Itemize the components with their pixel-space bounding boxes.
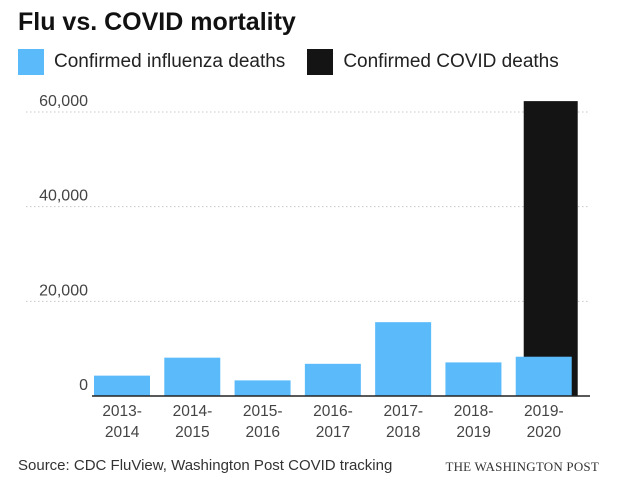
- bar-influenza-2014-2015: [164, 357, 221, 396]
- bar-influenza-2017-2018: [375, 322, 432, 396]
- x-tick-label: 2017-2018: [383, 403, 423, 441]
- legend: Confirmed influenza deaths Confirmed COV…: [18, 48, 581, 76]
- x-tick-label: 2018-2019: [454, 403, 494, 441]
- legend-item-covid: Confirmed COVID deaths: [307, 49, 559, 75]
- legend-label-covid: Confirmed COVID deaths: [343, 51, 559, 72]
- x-tick-label: 2013-2014: [102, 403, 142, 441]
- bar-influenza-2018-2019: [445, 362, 502, 396]
- bar-influenza-2013-2014: [94, 375, 150, 396]
- publisher-credit: THE WASHINGTON POST: [445, 459, 599, 474]
- legend-swatch-covid: [307, 49, 334, 75]
- y-tick-label: 20,000: [39, 282, 88, 299]
- y-tick-label: 60,000: [39, 93, 88, 110]
- x-tick-label: 2019-2020: [524, 403, 564, 441]
- x-tick-label: 2014-2015: [173, 403, 213, 441]
- legend-item-influenza: Confirmed influenza deaths: [18, 49, 285, 75]
- x-tick-label: 2015-2016: [243, 403, 283, 441]
- chart-title: Flu vs. COVID mortality: [18, 8, 296, 36]
- x-tick-label: 2016-2017: [313, 403, 353, 441]
- y-tick-label: 40,000: [39, 188, 88, 205]
- y-tick-label: 0: [79, 377, 88, 394]
- legend-label-influenza: Confirmed influenza deaths: [54, 51, 286, 72]
- y-axis-tick-labels: 0 20,000 40,000 60,000: [39, 93, 88, 394]
- bar-influenza-2016-2017: [304, 363, 361, 396]
- bars: [94, 101, 578, 396]
- x-axis-tick-labels: 2013-2014 2014-2015 2015-2016 2016-2017 2017…: [102, 403, 563, 441]
- bar-influenza-2019-2020: [515, 356, 572, 396]
- legend-swatch-influenza: [18, 49, 44, 75]
- bar-covid-2019-2020: [523, 101, 578, 396]
- bar-influenza-2015-2016: [234, 380, 291, 396]
- source-note: Source: CDC FluView, Washington Post COV…: [18, 457, 393, 474]
- gridlines: [26, 111, 590, 302]
